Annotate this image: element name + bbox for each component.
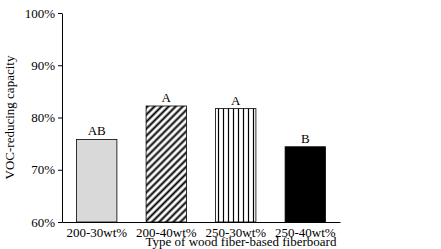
y-tick-mark: [58, 65, 62, 66]
y-tick: 60%: [31, 215, 62, 230]
x-tick: 200-30wt%: [66, 222, 127, 240]
x-axis-line: [63, 222, 341, 223]
y-tick-mark: [58, 170, 62, 171]
y-tick-mark: [58, 222, 62, 223]
bar: [77, 139, 117, 222]
bar: [285, 147, 325, 222]
y-tick-mark: [58, 118, 62, 119]
y-tick: 100%: [25, 6, 62, 21]
y-tick: 90%: [31, 58, 62, 73]
annotation: A: [162, 90, 172, 105]
y-tick-label: 90%: [31, 58, 55, 73]
y-axis-line: [62, 14, 63, 223]
bar: [216, 109, 256, 222]
annotation: A: [231, 93, 241, 108]
y-tick: 70%: [31, 162, 62, 177]
x-tick-label: 200-30wt%: [66, 225, 127, 240]
y-axis-title: VOC-reducing capacity: [2, 55, 17, 179]
y-tick-mark: [58, 13, 62, 14]
y-tick-label: 70%: [31, 162, 55, 177]
bars: [77, 106, 326, 222]
x-axis-title: Type of wood fiber-based fiberboard: [146, 234, 337, 249]
plot: ABAAB60%70%80%90%100%200-30wt%200-40wt%2…: [25, 6, 341, 241]
bar: [146, 106, 186, 222]
y-tick-label: 60%: [31, 215, 55, 230]
y-axis: 60% 70% 80% 90% 100%: [25, 6, 63, 230]
y-tick-label: 80%: [31, 110, 55, 125]
chart: ABAAB60%70%80%90%100%200-30wt%200-40wt%2…: [0, 0, 441, 249]
annotation: AB: [88, 123, 106, 138]
y-tick-label: 100%: [25, 6, 56, 21]
annotation: B: [301, 131, 310, 146]
y-tick: 80%: [31, 110, 62, 125]
